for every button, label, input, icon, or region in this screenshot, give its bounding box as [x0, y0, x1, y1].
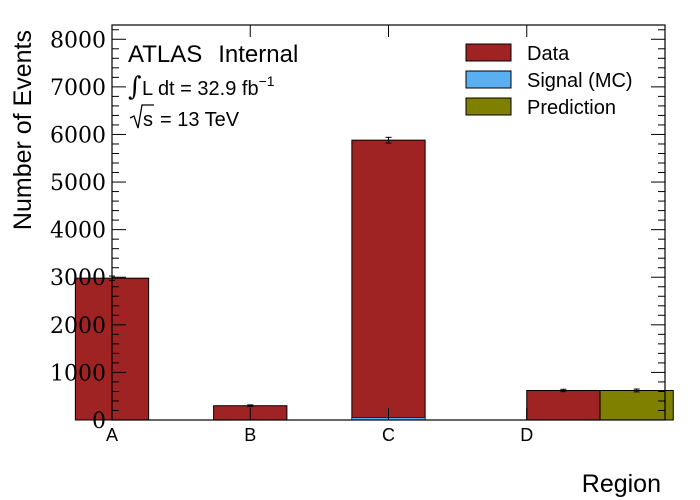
data-bar-C [351, 139, 426, 421]
experiment-label: ATLAS Internal [128, 41, 298, 68]
legend-swatch-data [465, 43, 512, 62]
sqrt-s-letter: s [143, 109, 153, 131]
luminosity-exponent: −1 [259, 73, 275, 89]
experiment-status: Internal [218, 41, 298, 68]
luminosity-text: L dt = 32.9 fb [142, 78, 259, 100]
y-axis-title: Number of Events [9, 30, 37, 230]
plot-area [74, 136, 674, 421]
x-tick-label-A: A [106, 425, 118, 445]
legend-label-data: Data [527, 43, 570, 65]
x-tick-label-B: B [244, 425, 256, 445]
legend-swatch-prediction [465, 97, 512, 116]
y-tick-label-4000: 4000 [50, 219, 106, 244]
x-tick-label-D: D [520, 425, 533, 445]
y-tick-label-3000: 3000 [50, 266, 106, 291]
y-tick-label-2000: 2000 [50, 314, 106, 339]
x-tick-label-C: C [382, 425, 395, 445]
data-bar-D [526, 389, 601, 421]
y-tick-label-7000: 7000 [50, 76, 106, 101]
sqrt-s-symbol: s [129, 104, 154, 131]
legend-label-signal: Signal (MC) [527, 70, 633, 92]
annotation-block: ATLAS Internal ∫ L dt = 32.9 fb−1 s = 13 … [128, 41, 298, 131]
y-tick-label-0: 0 [92, 409, 106, 434]
legend-swatch-signal [465, 70, 512, 89]
y-tick-label-1000: 1000 [50, 361, 106, 386]
luminosity-label: L dt = 32.9 fb−1 [142, 73, 275, 100]
legend-label-prediction: Prediction [527, 97, 616, 119]
x-axis-title: Region [582, 470, 661, 498]
y-tick-label-6000: 6000 [50, 123, 106, 148]
energy-label: = 13 TeV [160, 109, 240, 131]
integral-symbol: ∫ [128, 72, 142, 102]
y-tick-label-8000: 8000 [50, 28, 106, 53]
legend: Data Signal (MC) Prediction [465, 43, 633, 119]
y-tick-label-5000: 5000 [50, 171, 106, 196]
axes: A B C D 0 1000 2000 3000 4000 5000 6000 7000 8000 [50, 24, 666, 445]
experiment-name: ATLAS [128, 41, 202, 68]
plot-frame [111, 24, 666, 421]
prediction-bar-D [599, 389, 674, 421]
